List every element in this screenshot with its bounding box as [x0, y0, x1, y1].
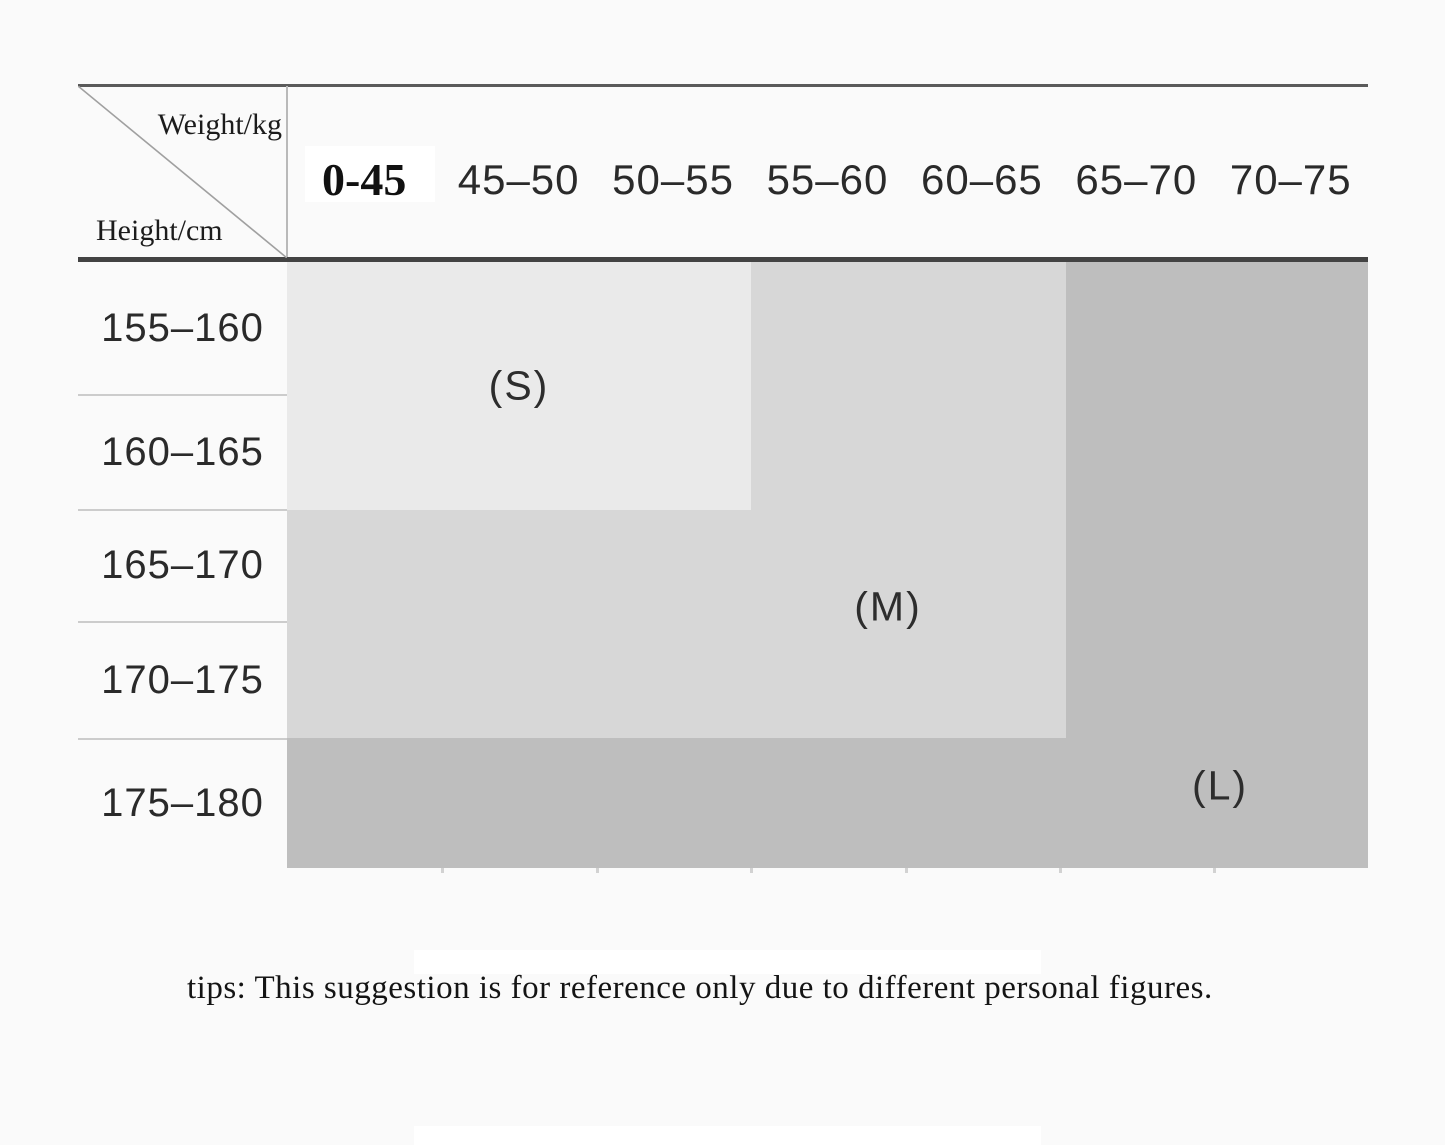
column-header-65-70: 65–70: [1075, 155, 1198, 203]
row-header-165-170: 165–170: [78, 508, 287, 622]
column-header-45-50: 45–50: [457, 155, 580, 203]
row-header-175-180: 175–180: [78, 737, 287, 868]
column-header-55-60: 55–60: [766, 155, 889, 203]
size-label-L: (L): [1191, 762, 1249, 809]
table-top-rule: [78, 84, 1368, 87]
header-separator-rule: [78, 257, 1368, 262]
column-tick: [441, 868, 444, 873]
column-header-60-65: 60–65: [921, 155, 1043, 203]
weight-column-header-row: 0-45 45–50 50–55 55–60 60–65 65–70 70–75: [287, 86, 1368, 257]
diagonal-divider-line: [78, 86, 287, 258]
column-tick: [1213, 868, 1216, 873]
size-label-S: (S): [488, 362, 550, 409]
column-header-0-45: 0-45: [322, 154, 407, 205]
height-axis-label: Height/cm: [96, 214, 223, 247]
size-label-M: (M): [854, 583, 922, 630]
column-tick: [750, 868, 753, 873]
height-row-header-column: 155–160 160–165 165–170 170–175 175–180: [78, 262, 287, 868]
row-header-170-175: 170–175: [78, 621, 287, 737]
first-column-highlight: [305, 146, 435, 202]
column-tick: [905, 868, 908, 873]
weight-axis-label: Weight/kg: [157, 108, 282, 141]
column-tick: [596, 868, 599, 873]
column-tick: [1059, 868, 1062, 873]
size-region-S: [287, 262, 751, 510]
header-vertical-divider: [286, 86, 288, 257]
tip-text: tips: This suggestion is for reference o…: [187, 970, 1213, 1006]
faint-highlight-strip: [414, 1126, 1041, 1145]
faint-highlight-strip: [414, 950, 1041, 974]
column-header-50-55: 50–55: [612, 155, 734, 203]
row-header-160-165: 160–165: [78, 394, 287, 509]
row-header-155-160: 155–160: [101, 305, 264, 350]
column-header-70-75: 70–75: [1229, 155, 1352, 203]
